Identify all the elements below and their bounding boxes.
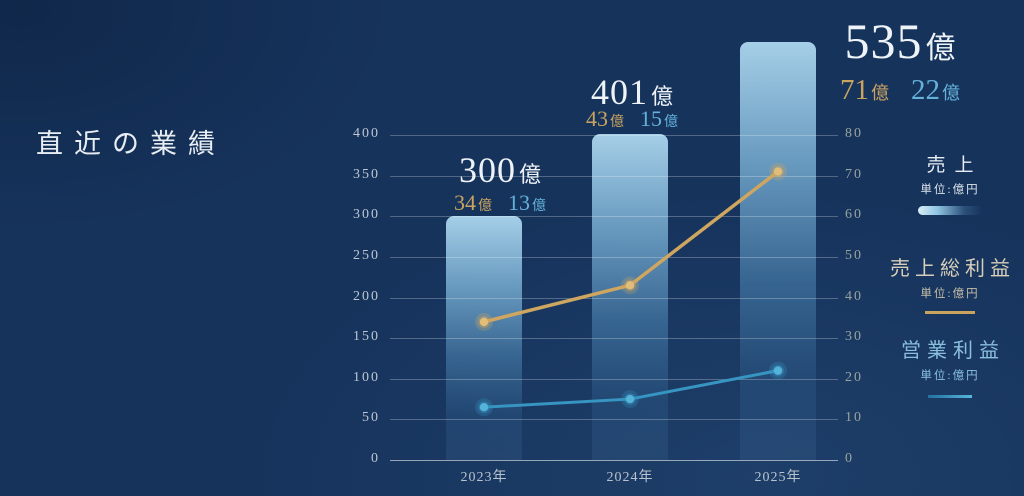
left-axis-tick: 200 [353, 288, 380, 304]
gridline [390, 338, 838, 340]
value-label-group-2023年: 300 億 34 億 13 億 [380, 150, 620, 214]
legend-item-gross-profit: 売上総利益 単位:億円 [878, 252, 1022, 314]
legend-item-sales: 売上 単位:億円 [878, 150, 1022, 215]
legend-label-gross-profit: 売上総利益 [890, 258, 1015, 280]
left-axis-tick: 0 [371, 451, 380, 466]
x-axis-label: 2025年 [754, 470, 802, 485]
left-axis-tick: 350 [353, 166, 380, 182]
gridline [390, 135, 838, 136]
gridline [390, 419, 838, 421]
left-axis-tick: 250 [353, 247, 380, 263]
gridline [390, 297, 838, 299]
x-axis-label: 2024年 [606, 470, 654, 485]
left-axis-tick: 50 [362, 410, 380, 426]
bar-2024年 [592, 134, 668, 460]
sales-value-label: 401 億 [590, 72, 673, 112]
bar-2023年 [446, 216, 522, 460]
legend-label-operating-profit: 営業利益 [901, 340, 1005, 362]
legend-item-operating-profit: 営業利益 単位:億円 [878, 334, 1022, 398]
bar-2025年 [740, 42, 816, 460]
right-axis-tick: 30 [845, 329, 863, 345]
gross-profit-value-label: 34 億 [454, 190, 492, 215]
operating-profit-value-label: 22 億 [911, 74, 960, 106]
profit-values-row: 71 億 22 億 [780, 76, 1020, 105]
gross-profit-value-label: 43 億 [586, 106, 624, 131]
gridline [390, 378, 838, 380]
gross-profit-line-marker [773, 167, 783, 176]
legend-unit-operating-profit: 単位:億円 [920, 370, 980, 382]
right-axis-tick: 20 [845, 369, 863, 385]
gridline [390, 256, 838, 258]
profit-values-row: 34 億 13 億 [380, 192, 620, 214]
value-label-group-2024年: 401 億 43 億 15 億 [512, 72, 752, 130]
right-axis-tick: 60 [845, 207, 863, 223]
gridline [390, 460, 838, 461]
operating-profit-line-marker [479, 402, 489, 412]
sales-value-label: 300 億 [458, 150, 541, 190]
gridline [390, 175, 838, 177]
operating-profit-line-marker [625, 394, 635, 404]
right-axis-tick: 40 [845, 288, 863, 304]
left-axis-tick: 400 [353, 126, 380, 141]
operating-profit-line-swatch-icon [928, 395, 972, 398]
gridline [390, 216, 838, 218]
right-axis-tick: 10 [845, 410, 863, 426]
operating-profit-line-marker [773, 366, 783, 375]
x-axis-label: 2023年 [460, 470, 508, 485]
legend-unit-gross-profit: 単位:億円 [920, 288, 980, 300]
right-axis-tick: 50 [845, 247, 863, 263]
right-axis-tick: 0 [845, 451, 854, 466]
right-axis-tick: 80 [845, 126, 863, 141]
sales-bar-swatch-icon [918, 206, 982, 215]
sales-value-label: 535 億 [844, 13, 956, 69]
profit-values-row: 43 億 15 億 [512, 108, 752, 130]
left-axis-tick: 300 [353, 207, 380, 223]
left-axis-tick: 100 [353, 369, 380, 385]
legend-unit-sales: 単位:億円 [920, 184, 980, 196]
gross-profit-line-swatch-icon [925, 311, 975, 314]
right-axis-tick: 70 [845, 166, 863, 182]
page-title: 直近の業績 [36, 129, 226, 159]
left-axis-tick: 150 [353, 329, 380, 345]
operating-profit-value-label: 13 億 [508, 190, 546, 215]
gross-profit-line-marker [625, 281, 635, 290]
value-label-group-2025年: 535 億 71 億 22 億 [780, 13, 1020, 105]
operating-profit-value-label: 15 億 [640, 106, 678, 131]
gross-profit-value-label: 71 億 [840, 74, 889, 106]
legend-label-sales: 売上 [926, 155, 983, 176]
gross-profit-line-marker [479, 317, 489, 327]
